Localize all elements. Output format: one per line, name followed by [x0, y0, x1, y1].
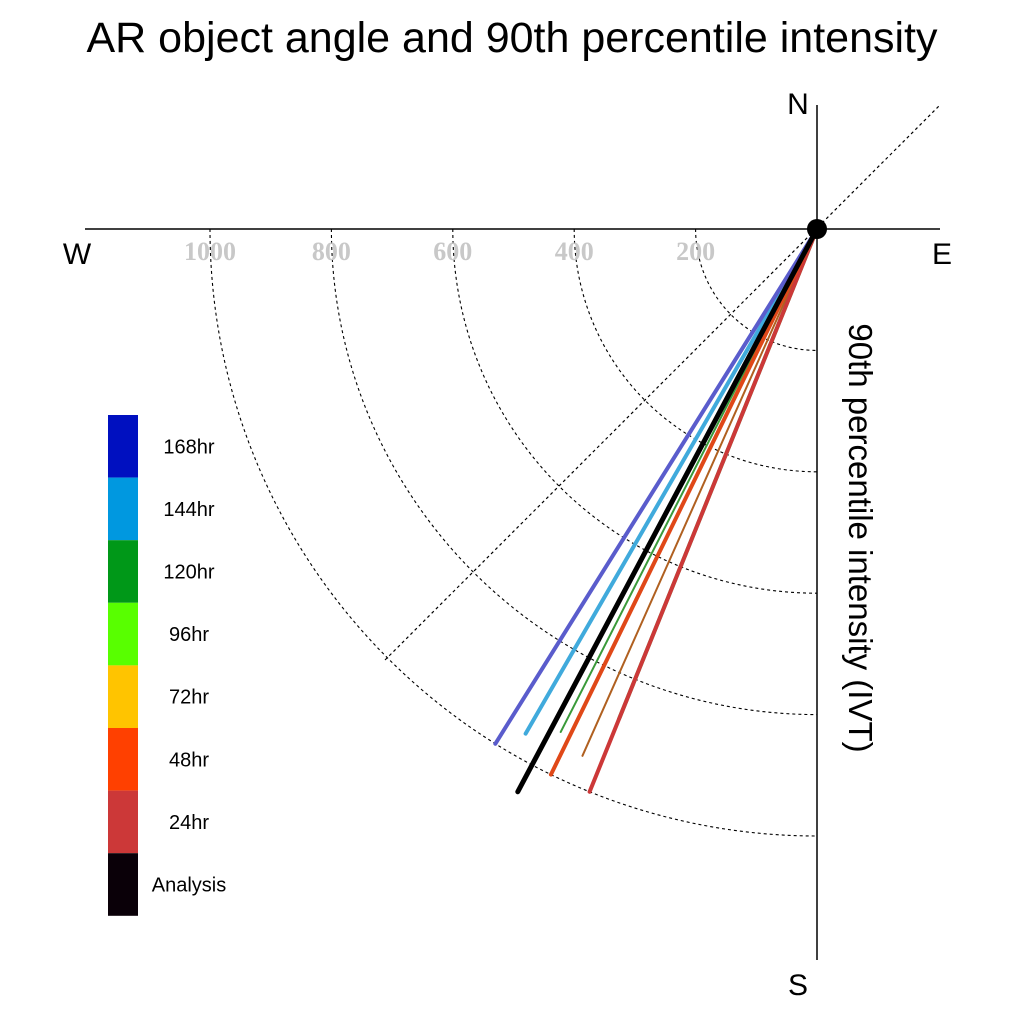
radial-tick-label-1000: 1000 — [184, 237, 236, 266]
legend-swatch-168hr — [108, 415, 138, 478]
compass-north-label: N — [787, 88, 809, 121]
legend-swatch-120hr — [108, 540, 138, 603]
radial-tick-labels: 200 400 600 800 1000 — [184, 237, 715, 266]
grid-arc-1000 — [209, 228, 818, 837]
compass-south-label: S — [788, 969, 808, 1002]
legend-swatch-24hr — [108, 790, 138, 854]
grid-arc-600 — [452, 228, 818, 594]
legend-swatch-144hr — [108, 477, 138, 541]
y-axis-label: 90th percentile intensity (IVT) — [842, 323, 879, 753]
legend-label-120hr: 120hr — [163, 562, 214, 584]
series-line-144hr — [523, 227, 819, 736]
grid-arc-800 — [330, 228, 818, 716]
legend-label-168hr: 168hr — [163, 436, 214, 458]
radial-tick-label-800: 800 — [312, 237, 351, 266]
origin-marker — [807, 219, 827, 239]
radial-grid — [209, 228, 818, 837]
grid-arc-400 — [573, 228, 818, 473]
legend-swatch-analysis — [108, 853, 138, 916]
legend-label-24hr: 24hr — [169, 812, 209, 834]
legend-swatch-48hr — [108, 728, 138, 791]
chart-title: AR object angle and 90th percentile inte… — [86, 14, 938, 62]
grid-arc-200 — [695, 228, 818, 351]
series-line-48hr — [548, 227, 819, 777]
legend: 168hr 144hr 120hr 96hr 72hr 48hr 24hr Analysis — [108, 415, 226, 916]
legend-swatch-72hr — [108, 665, 138, 728]
legend-label-72hr: 72hr — [169, 687, 209, 709]
series-line-168hr — [493, 227, 819, 746]
legend-label-48hr: 48hr — [169, 749, 209, 771]
diagonal-reference-line — [384, 104, 941, 661]
series-line-72hr — [581, 228, 818, 757]
legend-label-analysis: Analysis — [152, 875, 226, 897]
series-line-24hr — [587, 227, 819, 794]
legend-label-144hr: 144hr — [163, 499, 214, 521]
compass-west-label: W — [63, 238, 92, 271]
compass-axes: N S E W — [63, 88, 952, 1002]
series-line-analysis — [515, 226, 820, 795]
legend-swatch-96hr — [108, 602, 138, 666]
legend-label-96hr: 96hr — [169, 624, 209, 646]
series-lines — [493, 226, 820, 795]
radial-tick-label-200: 200 — [676, 237, 715, 266]
radial-tick-label-600: 600 — [433, 237, 472, 266]
radial-tick-label-400: 400 — [555, 237, 594, 266]
compass-east-label: E — [932, 238, 952, 271]
